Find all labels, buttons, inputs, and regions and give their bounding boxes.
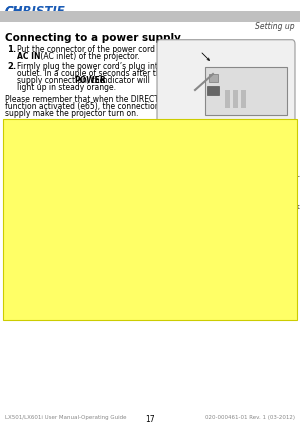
Text: unit is attached to it.: unit is attached to it. xyxy=(6,129,81,135)
Text: LX501/LX601i User Manual-Operating Guide: LX501/LX601i User Manual-Operating Guide xyxy=(5,415,127,420)
Text: AC IN: AC IN xyxy=(175,48,196,54)
Text: • Only use the power cord that came with the projector. If it is damaged, consul: • Only use the power cord that came with… xyxy=(6,160,297,166)
Text: • Connect the ground terminal for the AC inlet of this unit to the ground termin: • Connect the ground terminal for the AC… xyxy=(6,219,298,225)
Text: supply connection, the: supply connection, the xyxy=(17,76,106,85)
Text: WARNING: WARNING xyxy=(13,122,59,131)
Text: 17: 17 xyxy=(145,415,155,424)
Text: Put the connector of the power cord into the: Put the connector of the power cord into… xyxy=(17,45,187,54)
Text: • Do not distribute the power supply to multiple devices. Doing so may overload: • Do not distribute the power supply to … xyxy=(6,197,298,203)
Text: cord. The power outlet should be close to the projector and easily accessible.: cord. The power outlet should be close t… xyxy=(6,182,290,188)
Text: • This product is also designed for IT power systems with a phase-: • This product is also designed for IT p… xyxy=(33,235,275,241)
Text: ►Do not connect the projector to a power supply while no lens: ►Do not connect the projector to a power… xyxy=(48,122,276,128)
Text: tophase voltage of 220 to 240 V.: tophase voltage of 220 to 240 V. xyxy=(6,242,124,248)
Text: 1.: 1. xyxy=(7,45,16,54)
Text: ►Please use extra caution when connecting the power cord, as incorrect or: ►Please use extra caution when connectin… xyxy=(6,137,278,143)
Text: of the building using an appropriate power cord (bundled).: of the building using an appropriate pow… xyxy=(6,226,223,233)
Text: indicator will: indicator will xyxy=(98,76,150,85)
Text: • Only plug the power cord into an outlet whose voltage is matched to the power: • Only plug the power cord into an outle… xyxy=(6,175,299,181)
Text: cord: cord xyxy=(164,78,178,83)
Text: • Do not touch the power cord with a wet hand.: • Do not touch the power cord with a wet… xyxy=(6,152,178,158)
Text: (AC inlet) of the projector.: (AC inlet) of the projector. xyxy=(38,52,140,61)
Text: Please remember that when the DIRECT POWER ON: Please remember that when the DIRECT POW… xyxy=(5,95,203,104)
Text: or other accidents.: or other accidents. xyxy=(6,211,79,217)
Text: Firmly plug the power cord’s plug into the: Firmly plug the power cord’s plug into t… xyxy=(17,62,178,71)
Text: 020-000461-01 Rev. 1 (03-2012): 020-000461-01 Rev. 1 (03-2012) xyxy=(205,415,295,420)
Text: the outlet and connectors, loosen the connection, or result in fire, electric sh: the outlet and connectors, loosen the co… xyxy=(6,204,300,210)
Text: your dealer to get a new one. Never modify the power cord.: your dealer to get a new one. Never modi… xyxy=(6,167,227,173)
Text: Remove the power cord for complete separation.: Remove the power cord for complete separ… xyxy=(6,189,188,195)
Text: faulty connections may result in fire and/or electrical shock.: faulty connections may result in fire an… xyxy=(6,144,222,150)
Text: CHRISTIE: CHRISTIE xyxy=(5,5,66,18)
Text: supply make the projector turn on.: supply make the projector turn on. xyxy=(5,109,138,118)
Text: ⚠: ⚠ xyxy=(6,122,14,131)
Text: 2.: 2. xyxy=(7,62,16,71)
Text: Power: Power xyxy=(164,72,183,77)
Text: function activated (e65), the connection of the power: function activated (e65), the connection… xyxy=(5,102,210,111)
Text: light up in steady orange.: light up in steady orange. xyxy=(17,83,116,92)
Text: Connecting to a power supply: Connecting to a power supply xyxy=(5,33,181,43)
Text: outlet. In a couple of seconds after the power: outlet. In a couple of seconds after the… xyxy=(17,69,191,78)
Text: Setting up: Setting up xyxy=(255,22,295,31)
Text: AC IN: AC IN xyxy=(17,52,41,61)
Text: CH: CH xyxy=(5,5,23,18)
Text: NOTICE: NOTICE xyxy=(6,235,38,244)
Text: POWER: POWER xyxy=(74,76,106,85)
